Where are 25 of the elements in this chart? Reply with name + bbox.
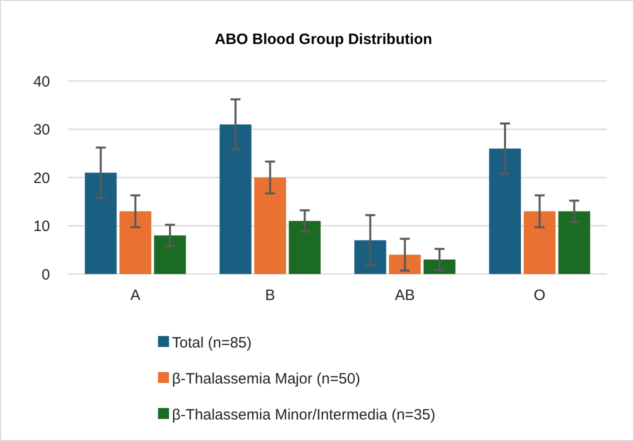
bar bbox=[388, 254, 421, 274]
bar bbox=[424, 260, 456, 274]
legend-label: Total (n=85) bbox=[172, 334, 252, 352]
x-tick-label: O bbox=[534, 287, 546, 304]
x-tick-label: AB bbox=[394, 287, 415, 304]
bar bbox=[119, 211, 152, 274]
bar bbox=[524, 211, 556, 274]
x-tick-label: A bbox=[130, 287, 140, 304]
y-tick-label: 30 bbox=[33, 122, 50, 138]
y-tick-label: 40 bbox=[33, 73, 50, 90]
bar bbox=[154, 235, 186, 274]
bar bbox=[220, 124, 252, 274]
bar bbox=[558, 211, 590, 274]
x-tick-label: B bbox=[265, 287, 276, 304]
legend-label: β-Thalassemia Major (n=50) bbox=[172, 370, 360, 388]
bar bbox=[288, 220, 321, 274]
legend-label: β-Thalassemia Minor/Intermedia (n=35) bbox=[172, 406, 436, 424]
bar bbox=[254, 178, 286, 274]
bar bbox=[489, 148, 521, 274]
y-tick-label: 0 bbox=[42, 266, 50, 284]
bar bbox=[84, 172, 117, 274]
bar bbox=[354, 240, 386, 274]
chart-title: ABO Blood Group Distribution bbox=[214, 31, 432, 48]
y-tick-label: 20 bbox=[33, 170, 50, 187]
y-tick-label: 10 bbox=[33, 218, 50, 235]
